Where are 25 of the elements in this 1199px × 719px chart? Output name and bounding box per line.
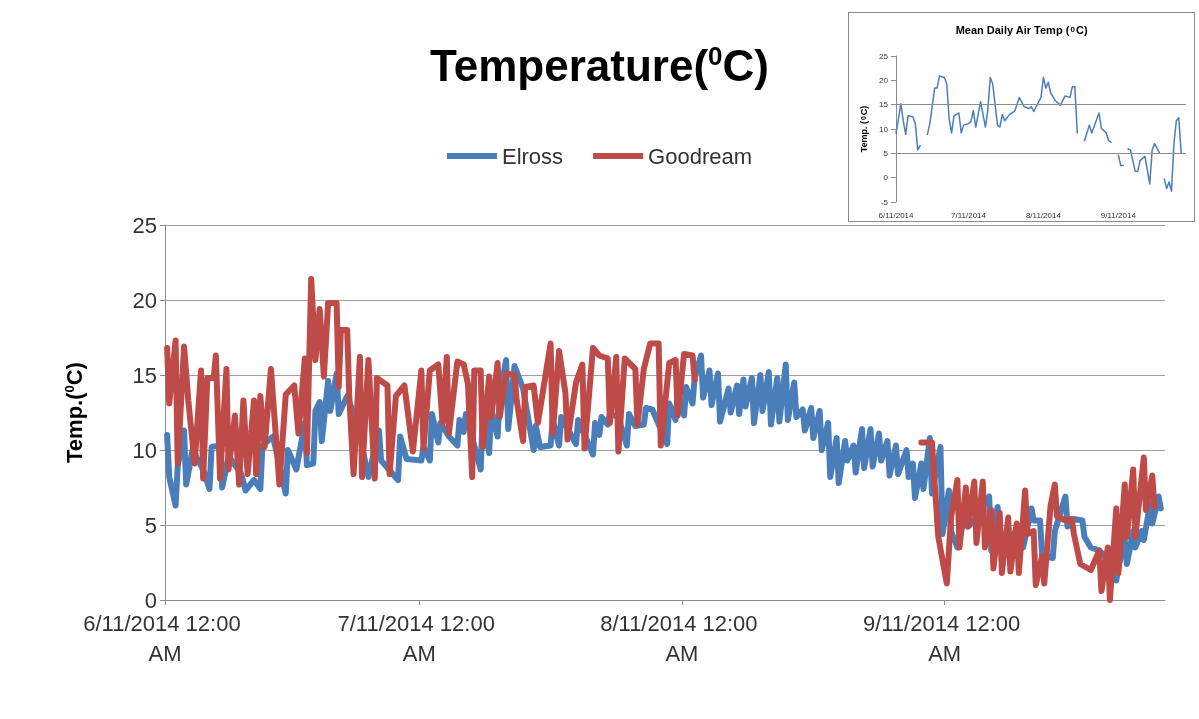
y-tick-label: 15	[132, 362, 157, 388]
y-tick-label: 20	[132, 287, 157, 313]
y-tick-label: 0	[883, 173, 889, 183]
legend-label: Elross	[501, 143, 564, 169]
x-tick-label: 7/11/2014	[951, 211, 987, 220]
y-tick-label: 25	[879, 51, 889, 61]
legend-label: Goodream	[648, 143, 753, 169]
y-tick-label: 15	[879, 100, 889, 110]
y-tick-label: 5	[883, 148, 889, 158]
x-tick-label: 9/11/2014	[1100, 211, 1137, 220]
y-tick-label: 10	[879, 124, 889, 134]
y-tick-label: -5	[880, 197, 889, 207]
y-tick-label: 25	[132, 212, 157, 238]
x-tick-label: 8/11/2014 12:00 AM	[600, 610, 764, 666]
x-tick-label: 7/11/2014 12:00 AM	[337, 610, 501, 666]
chart-title: Mean Daily Air Temp (0C)	[955, 23, 1088, 36]
x-tick-label: 6/11/2014	[878, 211, 915, 220]
y-tick-label: 0	[144, 587, 157, 613]
x-tick-label: 8/11/2014	[1025, 211, 1062, 220]
y-axis-title: Temp.(0C)	[61, 362, 87, 463]
y-tick-label: 5	[144, 512, 157, 538]
x-tick-label: 9/11/2014 12:00 AM	[862, 610, 1027, 666]
y-tick-label: 10	[132, 437, 157, 463]
y-tick-label: 20	[879, 75, 889, 85]
x-tick-label: 6/11/2014 12:00 AM	[83, 610, 247, 666]
